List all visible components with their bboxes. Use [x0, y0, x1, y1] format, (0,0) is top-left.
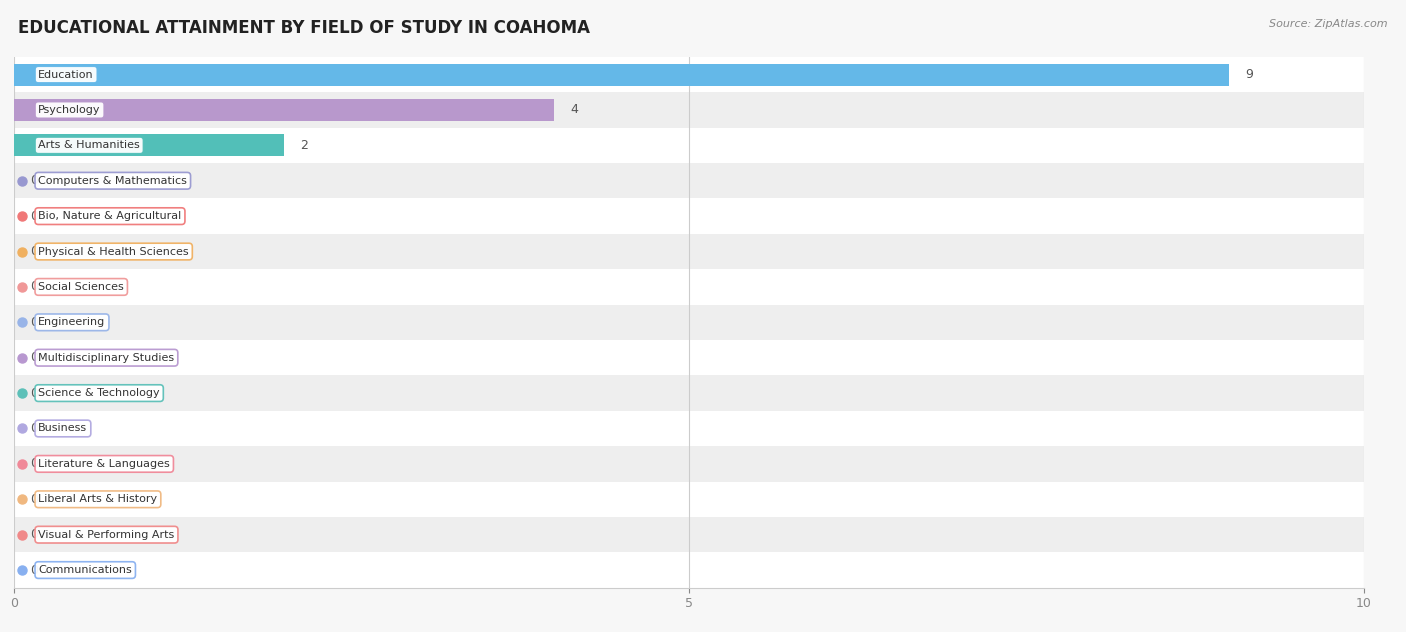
Text: Communications: Communications — [38, 565, 132, 575]
Bar — [14, 163, 1364, 198]
Bar — [14, 128, 1364, 163]
Bar — [14, 135, 284, 156]
Text: 0: 0 — [31, 174, 38, 187]
Text: Source: ZipAtlas.com: Source: ZipAtlas.com — [1270, 19, 1388, 29]
Bar — [14, 517, 1364, 552]
Text: 0: 0 — [31, 387, 38, 399]
Text: Literature & Languages: Literature & Languages — [38, 459, 170, 469]
Text: 0: 0 — [31, 564, 38, 576]
Text: Visual & Performing Arts: Visual & Performing Arts — [38, 530, 174, 540]
Text: 0: 0 — [31, 210, 38, 222]
Bar — [14, 269, 1364, 305]
Text: Liberal Arts & History: Liberal Arts & History — [38, 494, 157, 504]
Text: 0: 0 — [31, 528, 38, 541]
Text: Psychology: Psychology — [38, 105, 101, 115]
Bar — [14, 198, 1364, 234]
Text: 0: 0 — [31, 281, 38, 293]
Text: 0: 0 — [31, 351, 38, 364]
Text: 0: 0 — [31, 245, 38, 258]
Bar — [14, 234, 1364, 269]
Text: 0: 0 — [31, 493, 38, 506]
Text: Education: Education — [38, 70, 94, 80]
Bar — [14, 411, 1364, 446]
Bar — [14, 99, 554, 121]
Text: Science & Technology: Science & Technology — [38, 388, 160, 398]
Text: 0: 0 — [31, 316, 38, 329]
Bar — [14, 92, 1364, 128]
Text: Physical & Health Sciences: Physical & Health Sciences — [38, 246, 188, 257]
Text: Multidisciplinary Studies: Multidisciplinary Studies — [38, 353, 174, 363]
Text: 0: 0 — [31, 458, 38, 470]
Bar — [14, 375, 1364, 411]
Text: Bio, Nature & Agricultural: Bio, Nature & Agricultural — [38, 211, 181, 221]
Bar — [14, 340, 1364, 375]
Bar — [14, 446, 1364, 482]
Bar — [14, 305, 1364, 340]
Text: Social Sciences: Social Sciences — [38, 282, 124, 292]
Bar — [14, 552, 1364, 588]
Text: 0: 0 — [31, 422, 38, 435]
Text: Computers & Mathematics: Computers & Mathematics — [38, 176, 187, 186]
Text: 4: 4 — [571, 104, 578, 116]
Bar — [14, 64, 1229, 85]
Text: 2: 2 — [301, 139, 308, 152]
Bar — [14, 57, 1364, 92]
Text: 9: 9 — [1246, 68, 1253, 81]
Text: Engineering: Engineering — [38, 317, 105, 327]
Text: Arts & Humanities: Arts & Humanities — [38, 140, 141, 150]
Bar — [14, 482, 1364, 517]
Text: Business: Business — [38, 423, 87, 434]
Text: EDUCATIONAL ATTAINMENT BY FIELD OF STUDY IN COAHOMA: EDUCATIONAL ATTAINMENT BY FIELD OF STUDY… — [18, 19, 591, 37]
